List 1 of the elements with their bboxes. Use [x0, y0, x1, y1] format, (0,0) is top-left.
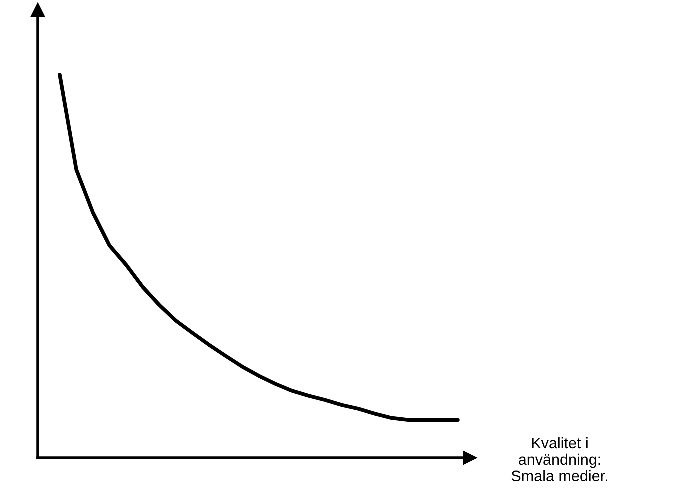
x-axis-title: Kvalitet i användning: Smala medier.	[512, 437, 608, 482]
